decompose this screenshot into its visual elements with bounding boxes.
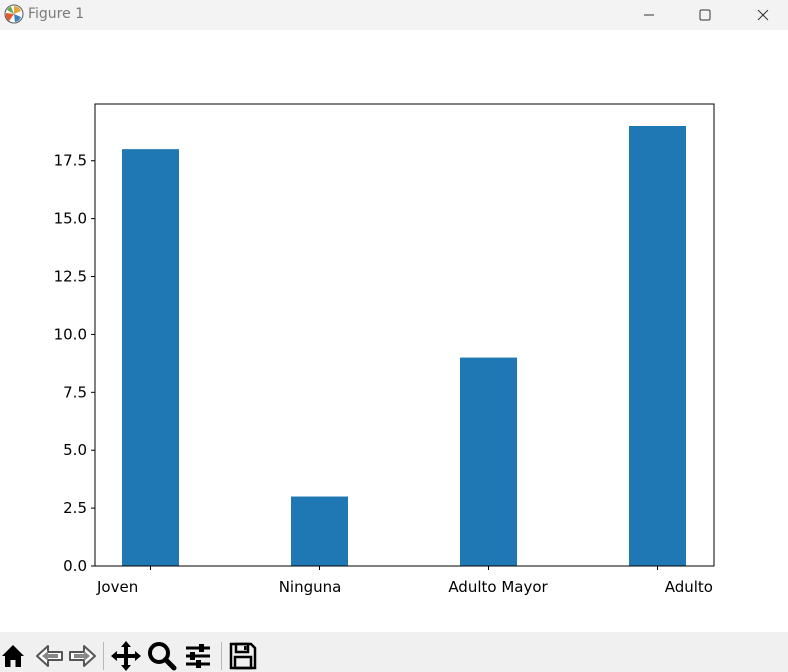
y-tick-label: 12.5: [54, 268, 87, 286]
axes-frame: [94, 103, 715, 567]
navigation-toolbar: [0, 632, 788, 672]
minimize-icon: [644, 14, 654, 16]
x-tick-label: Adulto Mayor: [448, 578, 548, 596]
title-bar: Figure 1: [0, 0, 788, 30]
y-tick-label: 10.0: [54, 325, 87, 343]
y-tick-label: 5.0: [63, 441, 87, 459]
pan-move-icon[interactable]: [110, 640, 142, 672]
close-icon: [757, 9, 769, 21]
bar-joven: [122, 149, 179, 566]
minimize-button[interactable]: [626, 0, 672, 30]
configure-subplots-icon[interactable]: [182, 640, 214, 672]
close-button[interactable]: [740, 0, 786, 30]
y-tick-label: 15.0: [54, 210, 87, 228]
zoom-magnifier-icon[interactable]: [146, 640, 178, 672]
x-tick-label: Adulto: [665, 578, 713, 596]
save-disk-icon[interactable]: [227, 640, 259, 672]
y-tick-label: 7.5: [63, 383, 87, 401]
bar-chart: 0.0 2.5 5.0 7.5 10.0 12.5 15.0 17.5 Joven Ninguna…: [54, 103, 715, 596]
x-tick-label: Joven: [96, 578, 138, 596]
bar-adulto-mayor: [460, 357, 517, 566]
figure-canvas[interactable]: 0.0 2.5 5.0 7.5 10.0 12.5 15.0 17.5 Joven Ninguna…: [0, 30, 788, 632]
maximize-button[interactable]: [682, 0, 728, 30]
back-arrow-icon[interactable]: [34, 640, 66, 672]
maximize-icon: [699, 9, 711, 21]
toolbar-separator: [103, 642, 104, 670]
forward-arrow-icon[interactable]: [66, 640, 98, 672]
bar-adulto: [629, 126, 686, 566]
y-tick-label: 2.5: [63, 499, 87, 517]
bar-ninguna: [291, 496, 348, 566]
home-icon[interactable]: [0, 640, 32, 672]
x-tick-label: Ninguna: [279, 578, 342, 596]
matplotlib-logo-icon: [4, 4, 24, 24]
y-tick-label: 17.5: [54, 152, 87, 170]
y-tick-label: 0.0: [63, 557, 87, 575]
window-title: Figure 1: [28, 6, 85, 22]
toolbar-separator: [221, 642, 222, 670]
